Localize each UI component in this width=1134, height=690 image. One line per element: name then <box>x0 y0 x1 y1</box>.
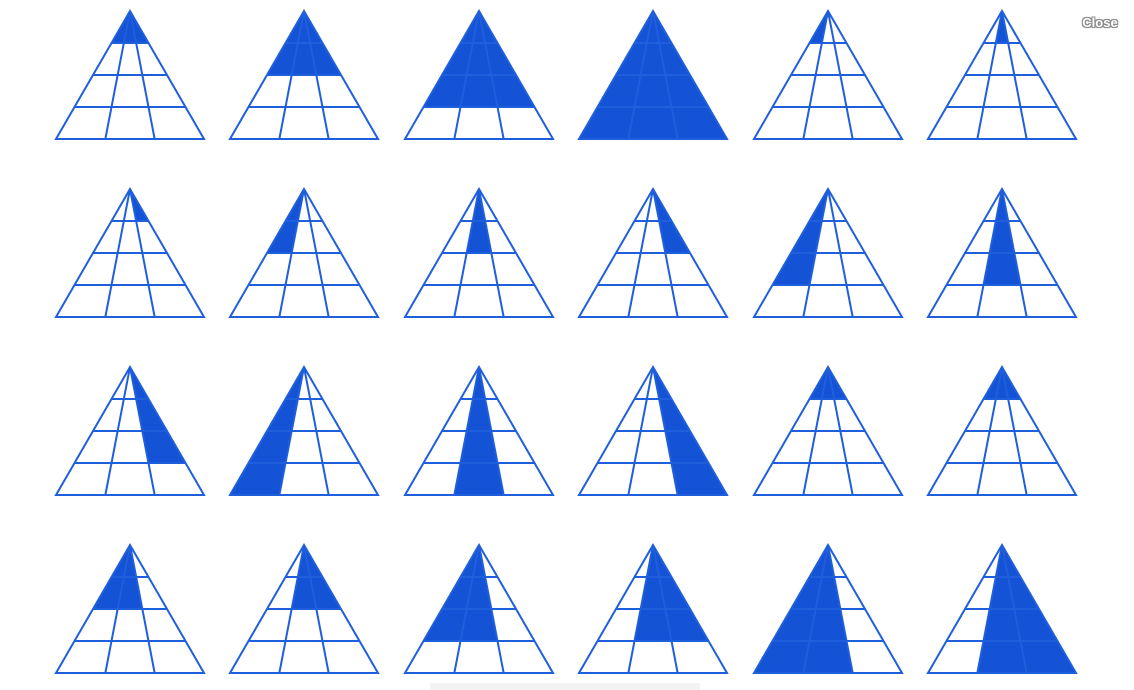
triangle-r1c3-fill <box>423 11 535 107</box>
triangle-r1c1-fill <box>111 11 149 43</box>
triangle-r1c1-outline <box>54 9 206 140</box>
triangle-r3c6-fill <box>983 367 1021 399</box>
close-button[interactable]: Close <box>1078 14 1122 32</box>
triangle-r3c3-outline <box>403 365 555 496</box>
triangle-r2c2-outline <box>228 187 380 318</box>
triangle-r2c5-outline <box>752 187 904 318</box>
triangle-r2c4-outline <box>577 187 729 318</box>
triangle-r1c4-outline <box>577 9 729 140</box>
triangle-r3c4-outline <box>577 365 729 496</box>
triangle-r1c6-outline <box>926 9 1078 140</box>
triangle-r2c1-outline <box>54 187 206 318</box>
triangle-r1c2-outline <box>228 9 380 140</box>
triangle-r1c3-outline <box>403 9 555 140</box>
triangle-r3c1-outline <box>54 365 206 496</box>
triangle-r1c6-fill <box>995 11 1009 43</box>
triangle-r3c5-outline <box>752 365 904 496</box>
triangle-r4c4-outline <box>577 543 729 674</box>
triangle-r2c6-fill <box>983 189 1021 285</box>
triangle-r1c5-outline <box>752 9 904 140</box>
bottom-scroll-edge <box>430 683 700 690</box>
triangle-r3c5-fill <box>809 367 847 399</box>
triangle-r4c3-fill <box>423 545 498 641</box>
triangle-r3c2-outline <box>228 365 380 496</box>
triangle-r4c3-outline <box>403 543 555 674</box>
triangle-r2c6-outline <box>926 187 1078 318</box>
triangle-r4c6-outline <box>926 543 1078 674</box>
triangle-r4c2-outline <box>228 543 380 674</box>
triangle-r4c5-outline <box>752 543 904 674</box>
triangle-r4c4-fill <box>634 545 709 641</box>
triangle-r4c1-outline <box>54 543 206 674</box>
triangle-r2c3-outline <box>403 187 555 318</box>
triangle-r3c6-outline <box>926 365 1078 496</box>
